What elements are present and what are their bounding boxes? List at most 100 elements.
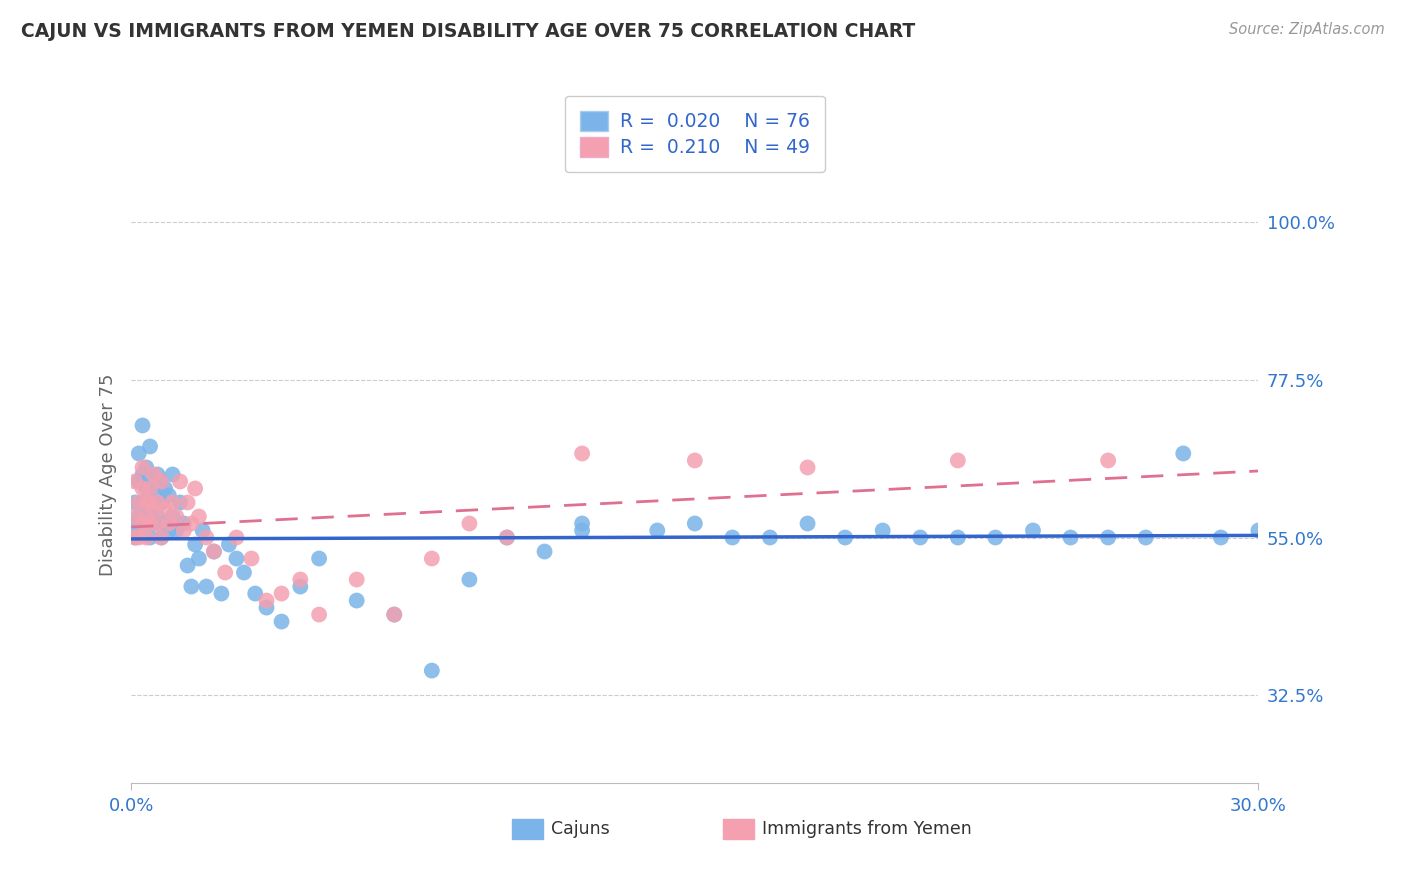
Point	[162, 467, 184, 482]
Point	[128, 475, 150, 489]
Point	[240, 551, 263, 566]
Point	[150, 531, 173, 545]
Point	[382, 607, 405, 622]
Point	[202, 544, 225, 558]
Point	[173, 516, 195, 531]
Point	[571, 524, 593, 538]
Point	[308, 551, 330, 566]
Point	[496, 531, 519, 545]
Point	[146, 488, 169, 502]
Point	[225, 531, 247, 545]
Point	[135, 531, 157, 545]
Point	[146, 467, 169, 482]
Point	[131, 516, 153, 531]
Point	[131, 516, 153, 531]
Point	[458, 516, 481, 531]
Point	[910, 531, 932, 545]
Y-axis label: Disability Age Over 75: Disability Age Over 75	[100, 373, 117, 575]
Point	[135, 495, 157, 509]
Point	[946, 531, 969, 545]
Point	[245, 586, 267, 600]
Point	[131, 418, 153, 433]
Point	[142, 475, 165, 489]
Point	[176, 495, 198, 509]
Point	[124, 475, 146, 489]
Point	[191, 524, 214, 538]
Point	[496, 531, 519, 545]
Point	[128, 446, 150, 460]
Point	[346, 593, 368, 607]
Point	[135, 460, 157, 475]
Point	[128, 531, 150, 545]
Point	[759, 531, 782, 545]
Point	[571, 446, 593, 460]
Point	[180, 580, 202, 594]
Point	[571, 516, 593, 531]
Point	[142, 516, 165, 531]
Point	[683, 516, 706, 531]
Point	[214, 566, 236, 580]
Point	[139, 531, 162, 545]
Point	[142, 502, 165, 516]
Point	[142, 467, 165, 482]
Point	[157, 516, 180, 531]
Point	[153, 502, 176, 516]
Point	[162, 509, 184, 524]
Point	[165, 524, 187, 538]
Point	[209, 586, 232, 600]
Point	[169, 495, 191, 509]
Point	[1247, 524, 1270, 538]
Point	[131, 467, 153, 482]
Point	[184, 482, 207, 496]
Point	[139, 516, 162, 531]
Point	[153, 482, 176, 496]
Point	[176, 558, 198, 573]
Point	[202, 544, 225, 558]
Point	[146, 516, 169, 531]
Point	[721, 531, 744, 545]
Point	[128, 495, 150, 509]
Point	[173, 524, 195, 538]
Point	[796, 460, 818, 475]
Legend: R =  0.020    N = 76, R =  0.210    N = 49: R = 0.020 N = 76, R = 0.210 N = 49	[565, 95, 824, 172]
Point	[128, 509, 150, 524]
Point	[290, 580, 312, 594]
Point	[139, 482, 162, 496]
Point	[139, 502, 162, 516]
Point	[162, 495, 184, 509]
Point	[308, 607, 330, 622]
Point	[683, 453, 706, 467]
Point	[946, 453, 969, 467]
Point	[150, 495, 173, 509]
Point	[290, 573, 312, 587]
Point	[346, 573, 368, 587]
Point	[645, 524, 668, 538]
Point	[146, 495, 169, 509]
Point	[872, 524, 894, 538]
Point	[150, 531, 173, 545]
Point	[169, 475, 191, 489]
Point	[139, 482, 162, 496]
Point	[157, 524, 180, 538]
Point	[270, 586, 292, 600]
Point	[124, 516, 146, 531]
Point	[1135, 531, 1157, 545]
Point	[796, 516, 818, 531]
Point	[142, 495, 165, 509]
Point	[135, 509, 157, 524]
Point	[270, 615, 292, 629]
Point	[1173, 446, 1195, 460]
Point	[195, 531, 218, 545]
Point	[146, 509, 169, 524]
Point	[233, 566, 256, 580]
Point	[420, 551, 443, 566]
Point	[124, 509, 146, 524]
Point	[1209, 531, 1232, 545]
Point	[150, 475, 173, 489]
Point	[184, 537, 207, 551]
Point	[135, 482, 157, 496]
Point	[218, 537, 240, 551]
Point	[124, 531, 146, 545]
Point	[225, 551, 247, 566]
Point	[131, 495, 153, 509]
